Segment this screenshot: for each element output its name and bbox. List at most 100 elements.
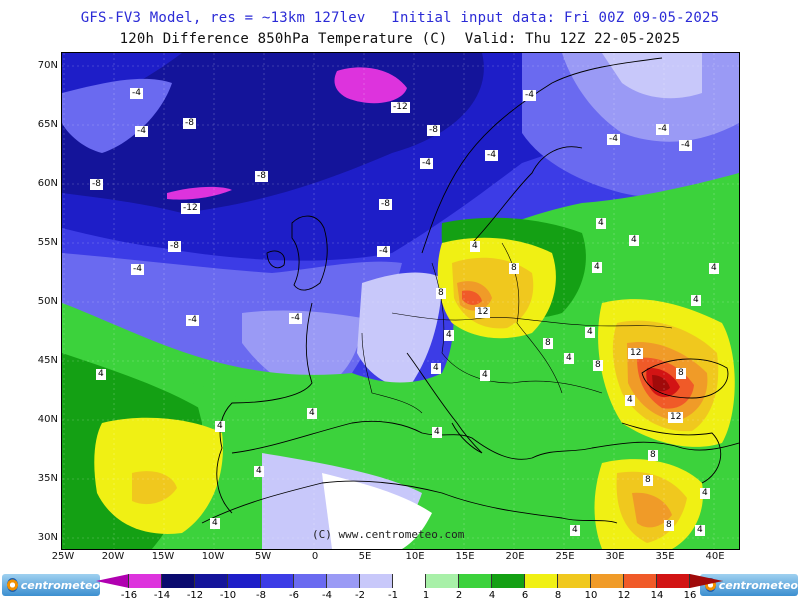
color-scale-swatch <box>657 574 690 588</box>
color-scale-swatch <box>228 574 261 588</box>
contour-value-label: -4 <box>377 246 390 257</box>
contour-value-label: 4 <box>695 525 705 536</box>
lon-tick-label: 30E <box>605 551 625 562</box>
lon-tick-label: 20E <box>505 551 525 562</box>
color-scale-label: 6 <box>521 590 529 601</box>
contour-value-label: 4 <box>592 262 602 273</box>
lon-tick-label: 10E <box>405 551 425 562</box>
contour-value-label: 4 <box>307 408 317 419</box>
contour-value-label: 12 <box>628 348 644 359</box>
contour-value-label: 12 <box>668 412 684 423</box>
lon-tick-label: 25E <box>555 551 575 562</box>
copyright-text: (C) www.centrometeo.com <box>312 528 465 541</box>
color-scale-swatch <box>162 574 195 588</box>
contour-value-label: -8 <box>183 118 196 129</box>
color-scale-swatch <box>195 574 228 588</box>
contour-value-label: -8 <box>255 171 268 182</box>
color-scale-swatch <box>459 574 492 588</box>
color-scale-swatch <box>360 574 393 588</box>
color-scale-swatch <box>525 574 558 588</box>
color-scale-swatch <box>96 574 129 588</box>
color-scale-swatch <box>492 574 525 588</box>
contour-value-label: -4 <box>420 158 433 169</box>
lat-tick-label: 55N <box>37 237 58 248</box>
contour-value-label: -4 <box>135 126 148 137</box>
color-scale-label: -1 <box>388 590 398 601</box>
color-scale-label: 4 <box>488 590 496 601</box>
lon-tick-label: 5E <box>358 551 372 562</box>
color-scale-label: 14 <box>650 590 664 601</box>
contour-value-label: -4 <box>289 313 302 324</box>
color-scale-label: -4 <box>322 590 332 601</box>
field-title: 120h Difference 850hPa Temperature (C) V… <box>119 31 681 47</box>
contour-value-label: -4 <box>186 315 199 326</box>
temperature-map <box>62 53 739 549</box>
lon-tick-label: 35E <box>655 551 675 562</box>
logo-mark-icon <box>705 578 716 592</box>
color-scale-label: -2 <box>355 590 365 601</box>
contour-value-label: 4 <box>96 369 106 380</box>
contour-value-label: 4 <box>215 421 225 432</box>
contour-value-label: -12 <box>391 102 410 113</box>
lon-tick-label: 25W <box>51 551 75 562</box>
color-scale <box>96 574 723 588</box>
color-scale-label: -10 <box>219 590 237 601</box>
contour-value-label: 4 <box>432 427 442 438</box>
lat-tick-label: 40N <box>37 414 58 425</box>
color-scale-swatch <box>393 574 426 588</box>
contour-value-label: 8 <box>664 520 674 531</box>
color-scale-swatch <box>591 574 624 588</box>
lat-tick-label: 50N <box>37 296 58 307</box>
lon-tick-label: 40E <box>705 551 725 562</box>
contour-value-label: 8 <box>676 368 686 379</box>
contour-value-label: 4 <box>596 218 606 229</box>
map-panel <box>61 52 740 550</box>
contour-value-label: 4 <box>700 488 710 499</box>
contour-value-label: 8 <box>436 288 446 299</box>
contour-value-label: 4 <box>431 363 441 374</box>
color-scale-swatch <box>261 574 294 588</box>
contour-value-label: 4 <box>629 235 639 246</box>
color-scale-label: -6 <box>289 590 299 601</box>
contour-value-label: -4 <box>130 88 143 99</box>
color-scale-label: -14 <box>153 590 171 601</box>
contour-value-label: -8 <box>90 179 103 190</box>
logo-mark-icon <box>7 578 18 592</box>
contour-value-label: 4 <box>210 518 220 529</box>
contour-value-label: 4 <box>564 353 574 364</box>
lat-tick-label: 35N <box>37 473 58 484</box>
contour-value-label: 4 <box>444 330 454 341</box>
contour-value-label: 4 <box>470 241 480 252</box>
logo-text-left: centrometeo <box>20 578 100 592</box>
color-scale-label: -8 <box>256 590 266 601</box>
contour-value-label: 8 <box>643 475 653 486</box>
contour-value-label: -8 <box>168 241 181 252</box>
color-scale-label: -12 <box>186 590 204 601</box>
color-scale-label: 2 <box>455 590 463 601</box>
contour-value-label: 4 <box>585 327 595 338</box>
lat-tick-label: 70N <box>37 60 58 71</box>
contour-value-label: 4 <box>625 395 635 406</box>
contour-value-label: 4 <box>709 263 719 274</box>
lat-tick-label: 60N <box>37 178 58 189</box>
lat-tick-label: 65N <box>37 119 58 130</box>
color-scale-swatch <box>294 574 327 588</box>
color-scale-swatch <box>690 574 723 588</box>
contour-value-label: -8 <box>379 199 392 210</box>
contour-value-label: -4 <box>485 150 498 161</box>
color-scale-label: 1 <box>422 590 430 601</box>
contour-value-label: 4 <box>691 295 701 306</box>
contour-value-label: -4 <box>131 264 144 275</box>
lon-tick-label: 0 <box>311 551 319 562</box>
lon-tick-label: 20W <box>101 551 125 562</box>
model-title: GFS-FV3 Model, res = ~13km 127lev Initia… <box>80 10 720 26</box>
logo-text-right: centrometeo <box>718 578 798 592</box>
contour-value-label: -4 <box>607 134 620 145</box>
color-scale-swatch <box>558 574 591 588</box>
color-scale-label: 10 <box>584 590 598 601</box>
lat-tick-label: 45N <box>37 355 58 366</box>
contour-value-label: 8 <box>648 450 658 461</box>
contour-value-label: -4 <box>679 140 692 151</box>
contour-value-label: 4 <box>480 370 490 381</box>
contour-value-label: -8 <box>427 125 440 136</box>
